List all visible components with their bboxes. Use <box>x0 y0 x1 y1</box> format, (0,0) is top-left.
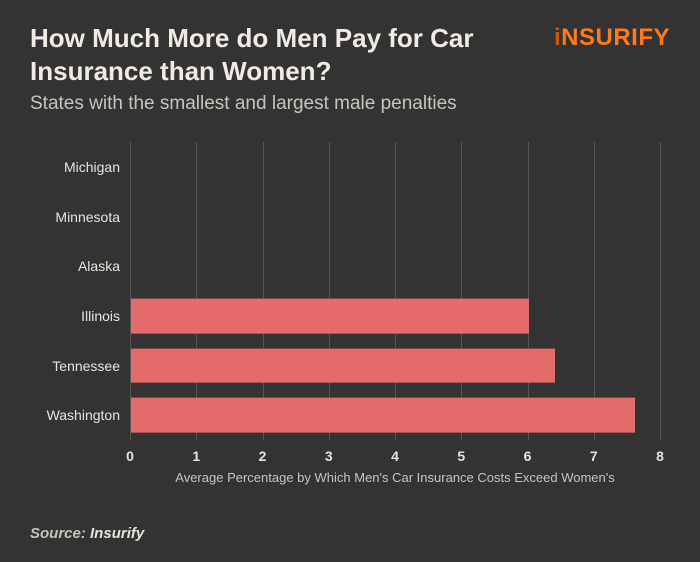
brand-suffix: NSURIFY <box>561 24 670 51</box>
grid-line <box>329 142 330 440</box>
header: How Much More do Men Pay for Car Insuran… <box>2 2 698 125</box>
grid-line <box>263 142 264 440</box>
grid-line <box>461 142 462 440</box>
y-label: Michigan <box>64 159 120 175</box>
y-label: Tennessee <box>52 358 120 374</box>
chart-title: How Much More do Men Pay for Car Insuran… <box>30 22 530 87</box>
grid-line <box>395 142 396 440</box>
grid-line <box>130 142 131 440</box>
x-tick: 5 <box>457 448 465 464</box>
x-tick: 8 <box>656 448 664 464</box>
grid-line <box>594 142 595 440</box>
y-label: Minnesota <box>55 209 120 225</box>
source-value: Insurify <box>90 525 144 542</box>
x-tick: 0 <box>126 448 134 464</box>
x-tick: 3 <box>325 448 333 464</box>
chart-area: Average Percentage by Which Men's Car In… <box>30 137 670 485</box>
bar <box>131 398 635 433</box>
x-tick: 6 <box>524 448 532 464</box>
y-label: Alaska <box>78 258 120 274</box>
x-tick: 4 <box>391 448 399 464</box>
x-tick: 7 <box>590 448 598 464</box>
y-label: Illinois <box>81 308 120 324</box>
source-label: Source: <box>30 525 90 542</box>
x-tick: 1 <box>192 448 200 464</box>
y-label: Washington <box>47 407 120 423</box>
grid-line <box>196 142 197 440</box>
plot-region: Average Percentage by Which Men's Car In… <box>130 142 660 440</box>
x-tick: 2 <box>259 448 267 464</box>
source-footer: Source: Insurify <box>30 525 144 542</box>
chart-frame: How Much More do Men Pay for Car Insuran… <box>0 0 700 562</box>
grid-line <box>528 142 529 440</box>
bar <box>131 298 529 333</box>
bar <box>131 348 555 383</box>
x-axis-title: Average Percentage by Which Men's Car In… <box>130 470 660 485</box>
brand-logo: iNSURIFY <box>554 24 670 52</box>
grid-line <box>660 142 661 440</box>
chart-subtitle: States with the smallest and largest mal… <box>30 93 670 115</box>
